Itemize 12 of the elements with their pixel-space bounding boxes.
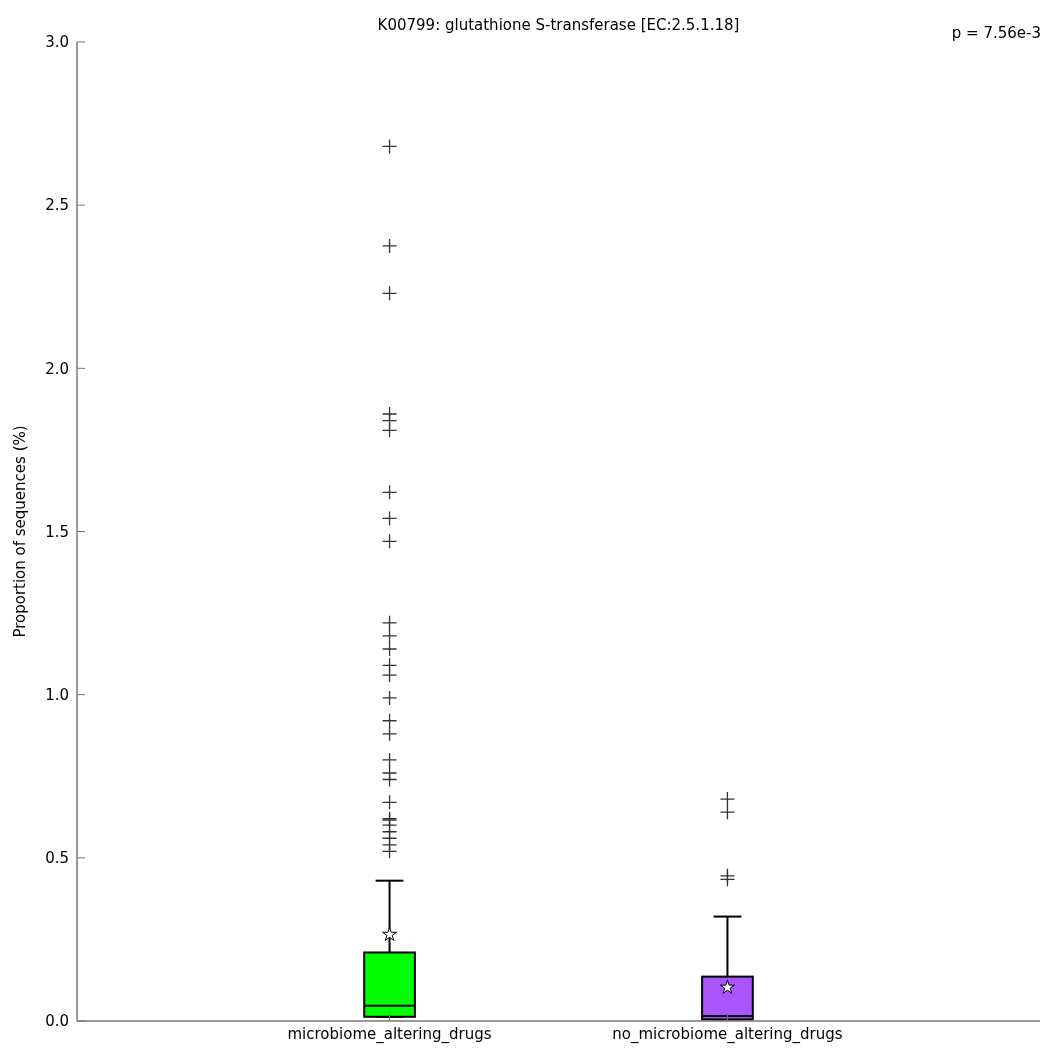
y-tick-label: 0.0 bbox=[45, 1012, 69, 1031]
y-tick-label: 2.0 bbox=[45, 359, 69, 378]
y-axis-title: Proportion of sequences (%) bbox=[11, 425, 29, 638]
x-tick-label: microbiome_altering_drugs bbox=[287, 1025, 492, 1044]
y-tick-label: 1.5 bbox=[45, 522, 69, 541]
text: p = 7.56e-3 bbox=[951, 24, 1041, 42]
y-tick-label: 1.0 bbox=[45, 685, 69, 704]
y-tick-label: 0.5 bbox=[45, 849, 69, 868]
y-tick-label: 2.5 bbox=[45, 196, 69, 215]
y-tick-label: 3.0 bbox=[45, 33, 69, 52]
chart-title: K00799: glutathione S-transferase [EC:2.5.1.18] bbox=[377, 16, 740, 34]
x-tick-label: no_microbiome_altering_drugs bbox=[612, 1025, 843, 1044]
